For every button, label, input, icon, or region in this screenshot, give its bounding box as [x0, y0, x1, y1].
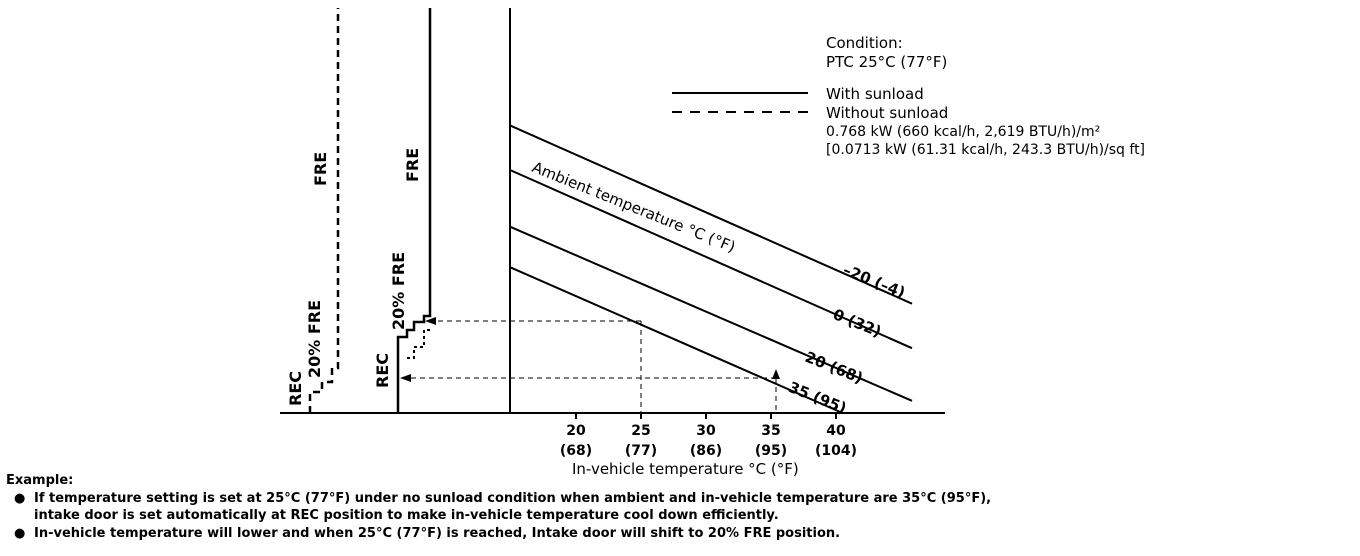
series-label: –20 (–4) [841, 261, 908, 302]
example-bullet-1: ● If temperature setting is set at 25°C … [6, 490, 1356, 508]
x-tick-label-c: 35 [761, 423, 780, 439]
series-group: –20 (–4)0 (32) 20 (68)35 (95) [509, 124, 913, 417]
bullet-1-line-1: If temperature setting is set at 25°C (7… [34, 490, 992, 506]
x-tick-label-f: (95) [755, 443, 787, 459]
arrow-35-left [400, 374, 411, 382]
condition-title: Condition: [826, 34, 903, 52]
x-tick-label-f: (86) [690, 443, 722, 459]
door-line-with-sunload [396, 8, 432, 413]
label-fre-with: FRE [403, 148, 422, 182]
door-line-with-sunload-detail [407, 329, 430, 359]
example-heading: Example: [6, 473, 74, 488]
bullet-icon: ● [14, 490, 26, 506]
bullet-icon: ● [14, 525, 26, 541]
curve-title: Ambient temperature °C (°F) [530, 158, 738, 256]
x-tick-label-c: 25 [631, 423, 650, 439]
label-rec-without: REC [286, 371, 305, 406]
series-label: 20 (68) [803, 348, 866, 387]
door-line-without-sunload [308, 8, 340, 413]
sunload-line2: [0.0713 kW (61.31 kcal/h, 243.3 BTU/h)/s… [826, 142, 1145, 158]
bullet-2-text: In-vehicle temperature will lower and wh… [34, 525, 841, 541]
label-fre-without: FRE [311, 152, 330, 186]
series-line [509, 266, 843, 414]
example-guides [404, 320, 777, 413]
series-label: 35 (95) [786, 378, 849, 417]
sunload-line1: 0.768 kW (660 kcal/h, 2,619 BTU/h)/m² [826, 124, 1100, 140]
series-line [509, 225, 913, 402]
x-tick-label-f: (68) [560, 443, 592, 459]
x-tick-label-c: 30 [696, 423, 716, 439]
x-tick-label-f: (77) [625, 443, 657, 459]
legend-dashed-label: Without sunload [826, 104, 948, 122]
x-axis-label: In-vehicle temperature °C (°F) [572, 460, 799, 478]
series-line [509, 169, 913, 350]
series-label: 0 (32) [831, 305, 884, 341]
label-20fre-without: 20% FRE [305, 300, 324, 378]
example-bullet-2: ● In-vehicle temperature will lower and … [6, 525, 1356, 543]
x-ticks: 20 (68) 25 (77) 30 (86) 35 (95) 40 (104) [560, 413, 857, 459]
arrow-35-up [772, 369, 780, 379]
condition-ptc: PTC 25°C (77°F) [826, 53, 947, 71]
x-tick-label-f: (104) [815, 443, 857, 459]
label-rec-with: REC [373, 353, 392, 388]
x-tick-label-c: 40 [826, 423, 846, 439]
example-section: Example: ● If temperature setting is set… [6, 472, 1356, 542]
x-tick-label-c: 20 [566, 423, 586, 439]
bullet-1-line-2: intake door is set automatically at REC … [34, 508, 779, 523]
label-20fre-with: 20% FRE [389, 252, 408, 330]
legend-solid-label: With sunload [826, 85, 924, 103]
series-line [509, 124, 913, 305]
arrow-25 [425, 317, 436, 325]
